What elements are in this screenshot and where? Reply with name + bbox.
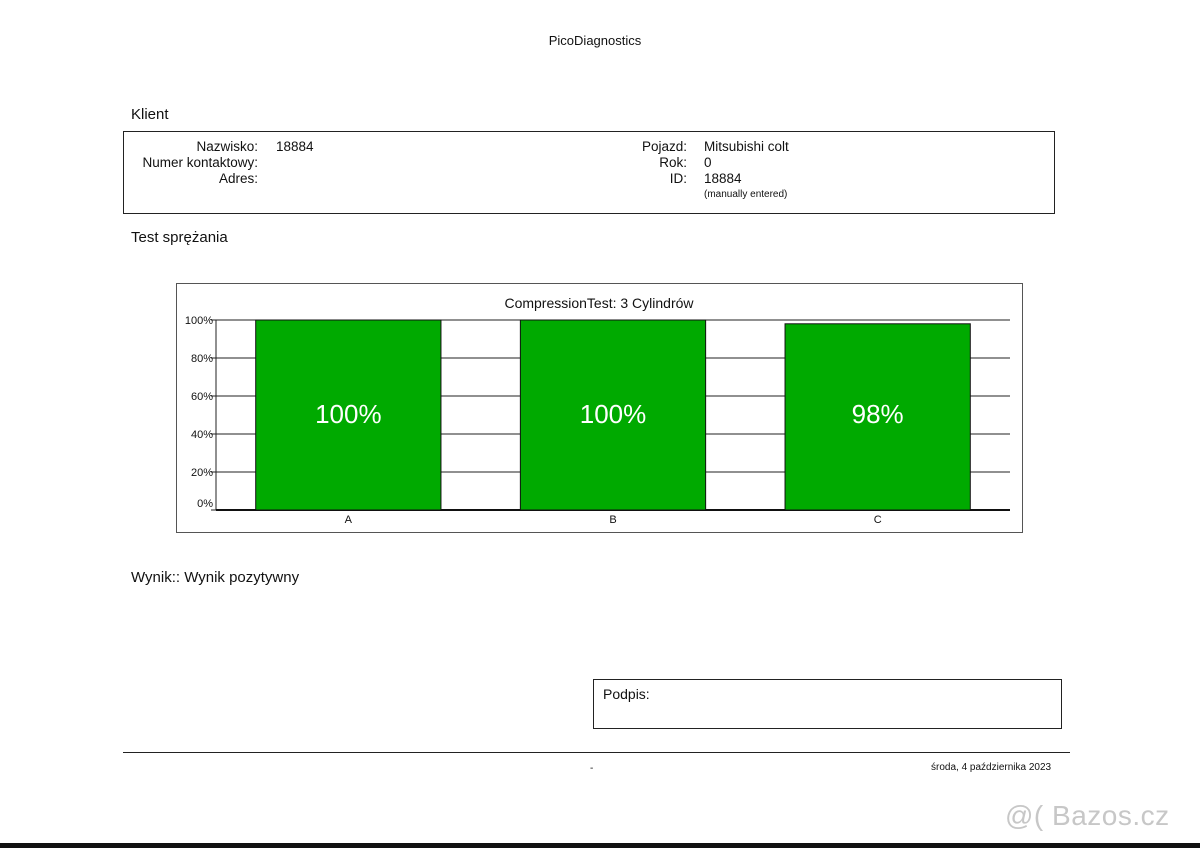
contact-number-label: Numer kontaktowy: <box>142 155 258 170</box>
chart-canvas: CompressionTest: 3 Cylindrów 0% 20% 40% 60%… <box>185 295 1010 526</box>
address-label: Adres: <box>218 171 258 186</box>
bar-b <box>519 319 707 511</box>
bottom-border <box>0 843 1200 848</box>
surname-value: 18884 <box>276 139 314 154</box>
y-tick-label: 0% <box>197 498 213 510</box>
bar-value-label: 98% <box>852 399 904 429</box>
bar-value-label: 100% <box>315 399 382 429</box>
footer-date: środa, 4 października 2023 <box>931 762 1052 773</box>
test-result: Wynik:: Wynik pozytywny <box>131 569 300 586</box>
footer-divider <box>123 752 1070 753</box>
watermark-logo: @( Bazos.cz <box>1005 800 1170 831</box>
year-label: Rok: <box>659 155 687 170</box>
surname-label: Nazwisko: <box>196 139 258 154</box>
id-value: 18884 <box>704 171 742 186</box>
year-value: 0 <box>704 155 712 170</box>
signature-label: Podpis: <box>603 686 650 702</box>
x-tick-label: B <box>609 514 616 526</box>
id-note: (manually entered) <box>704 189 788 200</box>
vehicle-value: Mitsubishi colt <box>704 139 789 154</box>
y-tick-label: 60% <box>191 391 213 403</box>
chart-title: CompressionTest: 3 Cylindrów <box>504 295 694 311</box>
bar-c <box>784 323 971 511</box>
client-section-title: Klient <box>131 106 169 123</box>
report-title: PicoDiagnostics <box>548 33 642 48</box>
bar-a <box>255 319 442 511</box>
y-tick-label: 80% <box>191 353 213 365</box>
footer-dash: - <box>590 763 594 774</box>
compression-chart: CompressionTest: 3 Cylindrów 0% 20% 40% 60%… <box>176 283 1023 533</box>
signature-box: Podpis: <box>593 679 1062 729</box>
y-tick-label: 40% <box>191 429 213 441</box>
id-label: ID: <box>669 171 687 186</box>
x-tick-label: C <box>874 514 882 526</box>
y-tick-label: 100% <box>185 315 213 327</box>
bar-value-label: 100% <box>580 399 647 429</box>
vehicle-label: Pojazd: <box>641 139 687 154</box>
x-tick-label: A <box>345 514 353 526</box>
y-tick-label: 20% <box>191 467 213 479</box>
test-section-title: Test sprężania <box>131 229 228 246</box>
client-info-box: Nazwisko: 18884 Numer kontaktowy: Adres:… <box>123 131 1055 214</box>
